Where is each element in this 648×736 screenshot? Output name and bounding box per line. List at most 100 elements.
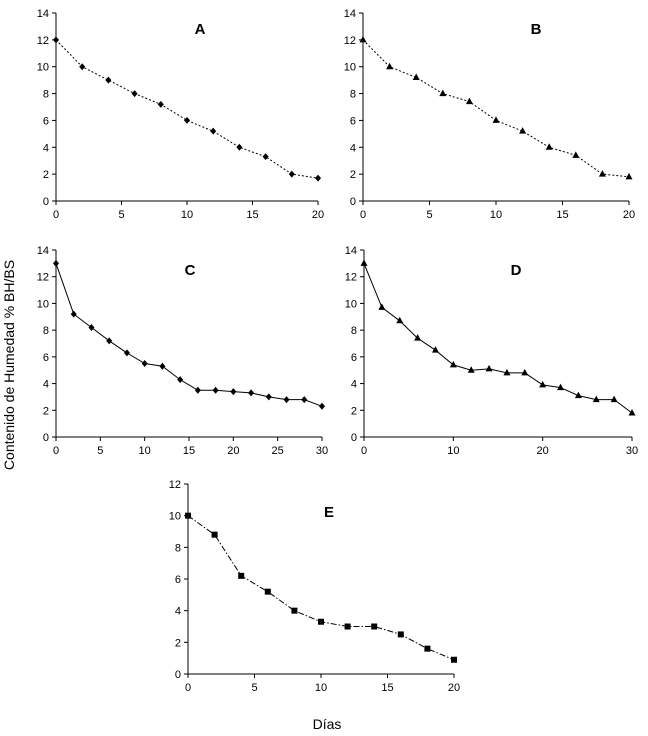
x-tick-label-e: 5 [251,682,257,694]
data-point-b [625,172,633,180]
data-point-a [236,143,243,151]
data-point-c [123,349,130,357]
x-tick-label-e: 10 [315,682,327,694]
data-point-c [159,362,166,370]
data-point-d [467,366,475,373]
y-axis-title: Contenido de Humedad % BH/BS [1,260,17,470]
data-point-b [492,116,500,123]
y-tick-label-a: 14 [37,8,49,20]
x-tick-label-d: 0 [361,445,367,457]
panel-label-e: E [324,504,334,521]
x-axis-title: Días [313,716,342,732]
x-tick-label-c: 15 [183,445,195,457]
data-point-d [414,334,422,341]
y-tick-label-c: 2 [43,405,49,417]
y-tick-label-b: 6 [350,115,356,127]
data-point-b [412,73,420,80]
y-tick-label-d: 2 [351,405,357,417]
panel-label-d: D [511,262,522,279]
y-tick-label-b: 12 [344,35,356,47]
data-point-d [628,408,636,416]
x-tick-label-a: 0 [53,209,59,221]
data-point-b [386,62,394,70]
data-point-c [319,402,325,410]
data-point-b [545,143,553,150]
data-point-a [315,174,321,182]
data-point-c [194,386,201,394]
x-tick-label-e: 15 [381,682,393,694]
data-point-e [318,618,324,625]
data-point-a [105,76,112,84]
y-tick-label-c: 8 [43,325,49,337]
data-point-d [396,316,404,324]
y-tick-label-c: 12 [37,272,49,284]
y-tick-label-b: 10 [344,62,356,74]
data-point-c [53,259,59,267]
data-point-c [283,396,290,404]
x-tick-label-b: 0 [360,209,366,221]
data-point-d [378,303,386,310]
x-tick-label-c: 20 [227,445,239,457]
x-tick-label-e: 20 [448,682,460,694]
data-point-d [449,360,457,368]
data-point-c [230,388,237,396]
y-tick-label-d: 6 [351,352,357,364]
x-tick-label-e: 0 [185,682,191,694]
data-point-c [265,393,272,401]
y-tick-label-a: 6 [43,115,49,127]
y-tick-label-e: 8 [175,542,181,554]
data-point-c [212,386,219,394]
y-tick-label-d: 0 [351,432,357,444]
x-tick-label-c: 30 [316,445,328,457]
y-tick-label-d: 10 [345,298,357,310]
y-tick-label-e: 6 [175,574,181,586]
data-point-d [485,364,493,372]
y-tick-label-e: 10 [169,511,181,523]
data-point-c [70,310,77,318]
series-line-d [363,263,633,414]
data-point-c [301,396,308,404]
data-point-a [184,116,190,124]
data-point-b [465,97,473,105]
data-point-e [451,656,457,663]
series-line-a [55,39,319,179]
data-point-e [185,512,191,519]
data-point-d [431,346,439,353]
y-tick-label-a: 12 [37,35,49,47]
y-tick-label-e: 4 [175,606,181,618]
data-point-d [503,368,511,376]
data-point-b [598,170,606,177]
y-tick-label-e: 12 [169,479,181,491]
series-line-c [55,263,323,407]
data-point-d [521,368,529,376]
x-tick-label-a: 20 [312,209,324,221]
x-tick-label-a: 5 [118,209,124,221]
x-tick-label-c: 25 [272,445,284,457]
data-point-e [211,531,218,538]
data-point-b [519,127,527,134]
y-tick-label-b: 2 [350,169,356,181]
y-tick-label-c: 10 [37,298,49,310]
y-tick-label-c: 14 [37,245,49,257]
data-point-d [610,395,618,403]
x-tick-label-a: 10 [181,209,193,221]
x-tick-label-c: 10 [139,445,151,457]
series-line-b [362,39,630,178]
data-point-a [79,63,86,71]
chart-d: 0 2 4 6 8 10 12 14 0 10 20 30 D [345,245,638,457]
y-tick-label-a: 0 [43,196,49,208]
y-tick-label-a: 10 [37,62,49,74]
data-point-d [539,380,547,388]
chart-c: 0 2 4 6 8 10 12 14 0 5 10 15 20 25 30 C [37,245,328,457]
chart-b: 0 2 4 6 8 10 12 14 0 5 10 15 20 B [344,8,635,221]
y-tick-label-a: 4 [43,142,49,154]
data-point-e [397,631,404,638]
y-tick-label-b: 0 [350,196,356,208]
y-tick-label-e: 2 [175,637,181,649]
x-tick-label-b: 5 [426,209,432,221]
y-tick-label-b: 4 [350,142,356,154]
x-tick-label-c: 5 [97,445,103,457]
y-tick-label-a: 2 [43,169,49,181]
data-point-d [557,383,565,391]
